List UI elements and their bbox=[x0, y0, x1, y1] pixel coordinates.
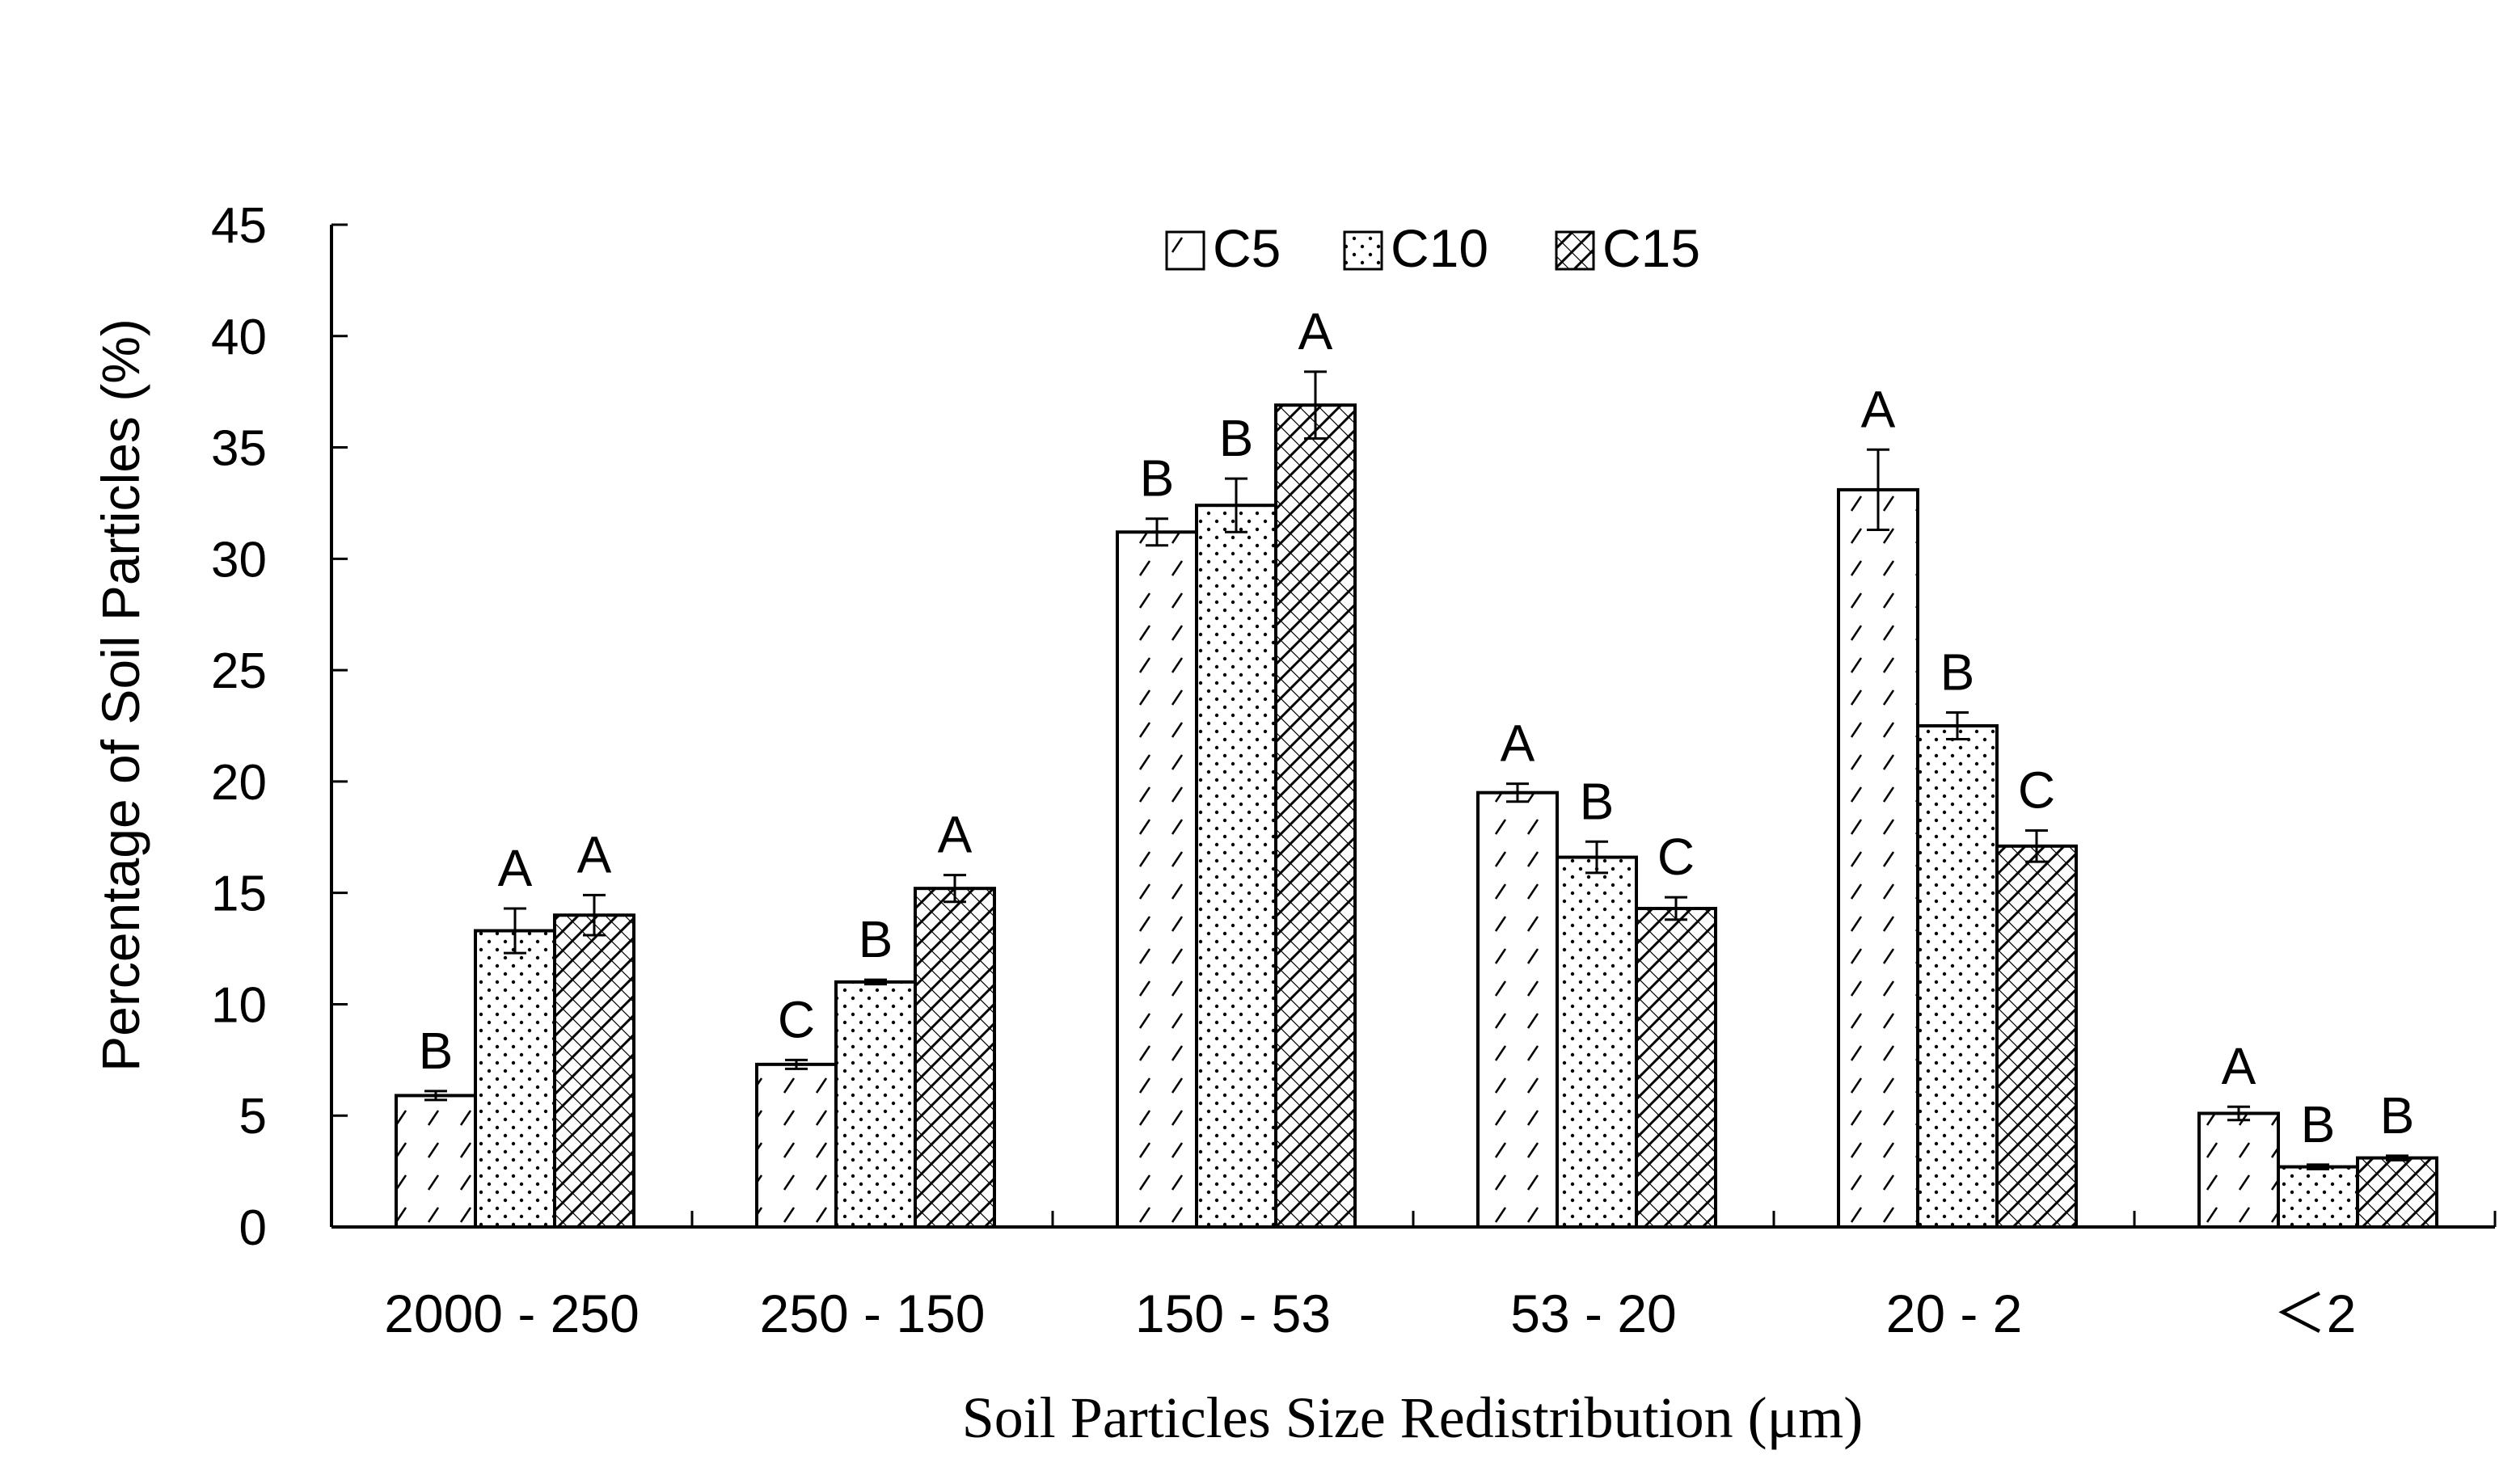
y-tick-label: 5 bbox=[239, 1089, 267, 1145]
x-axis-label: Soil Particles Size Redistribution (μm) bbox=[962, 1385, 1864, 1450]
error-bar bbox=[1225, 477, 1247, 533]
bar-c10 bbox=[1916, 724, 1999, 1229]
significance-letter: A bbox=[1861, 380, 1896, 438]
bar-c5 bbox=[755, 1062, 838, 1229]
legend-label-c5: C5 bbox=[1213, 218, 1281, 278]
significance-letter: B bbox=[1219, 409, 1254, 467]
legend-label-c10: C10 bbox=[1391, 218, 1488, 278]
bar-c15 bbox=[1274, 403, 1357, 1229]
y-tick-label: 0 bbox=[239, 1200, 267, 1256]
y-tick-label: 30 bbox=[211, 532, 267, 588]
error-bar bbox=[2227, 1105, 2250, 1122]
legend: C5 C10 C15 bbox=[1165, 218, 1700, 278]
bar-c5 bbox=[1837, 487, 1919, 1229]
y-tick-label: 25 bbox=[211, 643, 267, 699]
category-label: 20 - 2 bbox=[1886, 1284, 2023, 1343]
significance-letter: B bbox=[1940, 643, 1975, 701]
category-labels: 2000 - 250 250 - 150 150 - 53 53 - 20 20 - 2… bbox=[384, 1284, 2356, 1343]
bar-c5 bbox=[395, 1094, 477, 1229]
category-label: ＜2 bbox=[2273, 1284, 2357, 1343]
y-axis-label: Percentage of Soil Particles (%) bbox=[91, 318, 150, 1072]
significance-letter: C bbox=[2018, 761, 2055, 820]
error-bar bbox=[1506, 782, 1529, 803]
category-label: 250 - 150 bbox=[760, 1284, 986, 1343]
error-bar bbox=[424, 1090, 447, 1102]
y-tick-label: 35 bbox=[211, 421, 267, 477]
error-bar bbox=[1585, 840, 1608, 875]
error-bar bbox=[1946, 710, 1969, 741]
significance-letter: C bbox=[778, 990, 815, 1048]
bar-c15 bbox=[914, 887, 996, 1229]
bar-c15 bbox=[2356, 1156, 2438, 1229]
significance-letter: A bbox=[498, 839, 533, 897]
bar-c10 bbox=[834, 980, 917, 1229]
bar-c5 bbox=[1116, 530, 1198, 1229]
y-tick-label: 10 bbox=[211, 977, 267, 1033]
significance-letter: A bbox=[1298, 302, 1333, 360]
y-tick-label: 20 bbox=[211, 755, 267, 811]
significance-letter: A bbox=[577, 825, 612, 883]
error-bar bbox=[583, 893, 606, 937]
error-bar bbox=[1304, 370, 1327, 441]
legend-swatch-c5 bbox=[1165, 230, 1205, 271]
significance-letter: B bbox=[2380, 1086, 2415, 1145]
significance-letter: B bbox=[859, 910, 893, 968]
bar-c5 bbox=[1476, 790, 1559, 1229]
error-bar bbox=[504, 907, 526, 955]
error-bar bbox=[864, 978, 887, 986]
error-bar bbox=[1867, 448, 1889, 532]
error-bar bbox=[2386, 1154, 2408, 1161]
bar-c10 bbox=[474, 929, 556, 1229]
error-bar bbox=[2025, 829, 2048, 863]
significance-letter: B bbox=[2301, 1095, 2336, 1153]
legend-swatch-c10 bbox=[1343, 230, 1383, 271]
bar-c15 bbox=[553, 913, 635, 1229]
significance-letter: A bbox=[2222, 1037, 2256, 1095]
bar-c15 bbox=[1995, 844, 2078, 1229]
significance-letter: A bbox=[938, 806, 973, 864]
bar-c10 bbox=[2277, 1165, 2359, 1229]
error-bar bbox=[1665, 896, 1687, 921]
significance-letter: B bbox=[419, 1022, 454, 1080]
category-label: 2000 - 250 bbox=[384, 1284, 640, 1343]
legend-swatch-c15 bbox=[1555, 230, 1595, 271]
error-bar bbox=[785, 1058, 808, 1070]
y-tick-label: 45 bbox=[211, 198, 267, 254]
y-tick-label: 15 bbox=[211, 866, 267, 922]
x-axis-ticks bbox=[690, 1211, 2497, 1227]
error-bar bbox=[1146, 517, 1168, 547]
bar-c5 bbox=[2197, 1111, 2280, 1229]
bar-c15 bbox=[1635, 906, 1717, 1229]
significance-letter: A bbox=[1501, 715, 1535, 773]
error-bar bbox=[2307, 1163, 2329, 1170]
error-bar bbox=[944, 874, 966, 904]
significance-letter: B bbox=[1140, 449, 1175, 508]
significance-letter: C bbox=[1657, 828, 1695, 886]
legend-label-c15: C15 bbox=[1602, 218, 1700, 278]
y-axis-ticks: 0 5 10 15 20 25 30 35 40 45 bbox=[211, 198, 348, 1256]
category-label: 150 - 53 bbox=[1135, 1284, 1331, 1343]
bar-c10 bbox=[1195, 504, 1277, 1229]
bar-c10 bbox=[1556, 855, 1638, 1229]
y-tick-label: 40 bbox=[211, 310, 267, 365]
category-label: 53 - 20 bbox=[1510, 1284, 1676, 1343]
significance-letter: B bbox=[1580, 772, 1615, 830]
